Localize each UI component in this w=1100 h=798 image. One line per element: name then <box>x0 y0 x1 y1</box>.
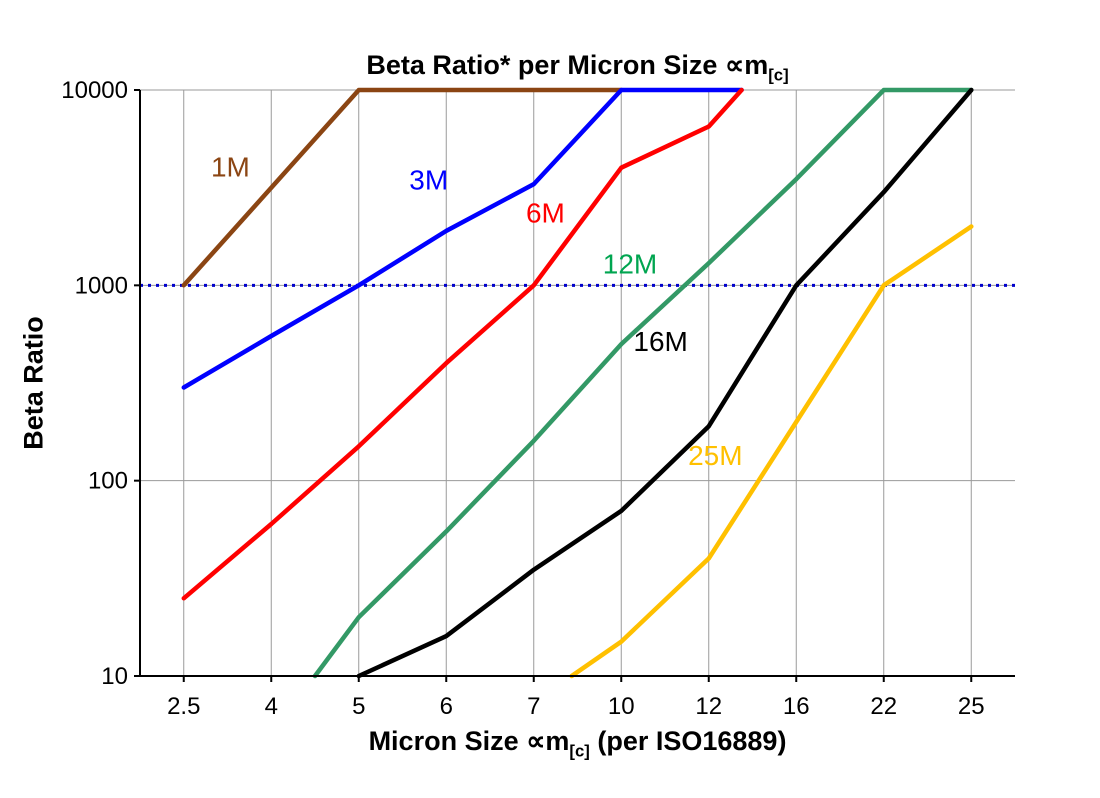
y-tick-label-1000: 1000 <box>75 272 128 299</box>
chart-title: Beta Ratio* per Micron Size ∝m[c] <box>140 50 1015 85</box>
chart-title-symbol: ∝m <box>724 50 769 80</box>
y-tick-label-100: 100 <box>88 468 128 495</box>
x-tick-label-10: 10 <box>608 693 635 720</box>
annotation-3M: 3M <box>409 164 448 195</box>
series-line-25M <box>569 224 974 679</box>
annotation-25M: 25M <box>688 440 742 471</box>
x-tick-label-16: 16 <box>783 693 810 720</box>
x-axis-title-subscript: [c] <box>569 741 590 761</box>
x-tick-label-2.5: 2.5 <box>167 693 200 720</box>
series-line-6M <box>181 87 744 601</box>
x-axis-title-suffix: (per ISO16889) <box>589 726 787 756</box>
x-tick-label-5: 5 <box>352 693 365 720</box>
y-tick-label-10000: 10000 <box>61 77 128 104</box>
series-line-12M <box>312 87 974 679</box>
annotation-16M: 16M <box>633 326 687 357</box>
x-tick-label-6: 6 <box>440 693 453 720</box>
annotation-6M: 6M <box>526 197 565 228</box>
x-tick-label-12: 12 <box>695 693 722 720</box>
chart-title-text: Beta Ratio* per Micron Size <box>366 50 725 80</box>
x-tick-label-4: 4 <box>265 693 278 720</box>
x-axis-title: Micron Size ∝m[c] (per ISO16889) <box>140 726 1015 761</box>
y-tick-label-10: 10 <box>101 663 128 690</box>
series-line-1M <box>181 87 624 288</box>
x-axis-title-text: Micron Size ∝m <box>368 726 570 756</box>
chart-title-subscript: [c] <box>768 65 789 85</box>
annotation-12M: 12M <box>603 248 657 279</box>
series-line-16M <box>356 87 974 679</box>
x-tick-label-7: 7 <box>527 693 540 720</box>
annotation-1M: 1M <box>211 152 250 183</box>
x-tick-label-22: 22 <box>870 693 897 720</box>
x-tick-label-25: 25 <box>958 693 985 720</box>
series-line-3M <box>181 87 744 390</box>
